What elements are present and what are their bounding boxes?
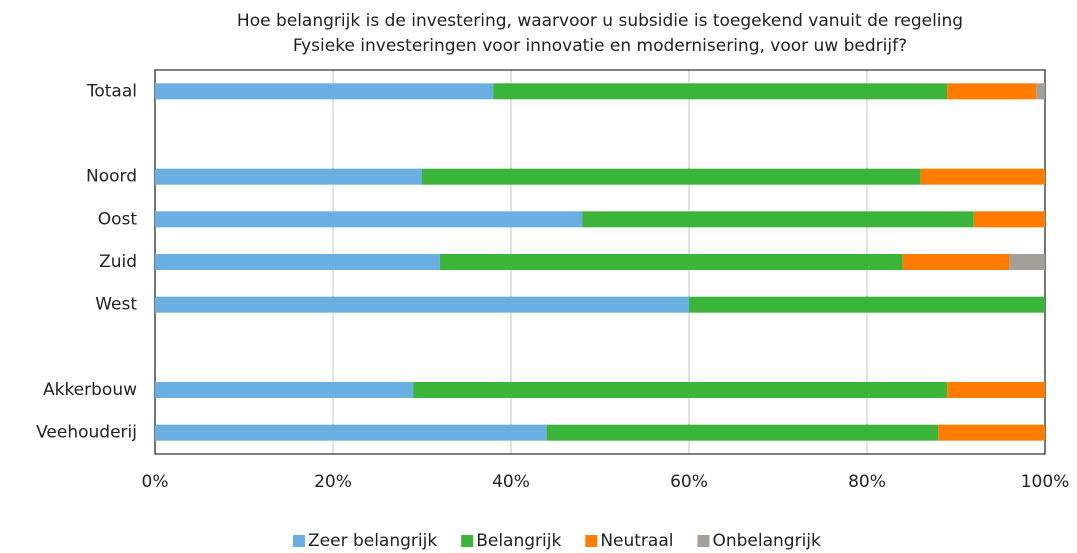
bar-segment <box>422 168 921 185</box>
bar-segment <box>689 296 1045 313</box>
bar-segment <box>902 254 1010 270</box>
legend-label: Neutraal <box>600 531 673 551</box>
y-tick-label: Totaal <box>86 81 137 101</box>
bar-segment <box>155 83 494 100</box>
bar-segment <box>439 254 903 270</box>
y-tick-label: Noord <box>86 167 137 187</box>
bar-segment <box>938 424 1045 441</box>
bar-segment <box>155 211 583 228</box>
bar-segment <box>947 382 1045 398</box>
legend-label: Onbelangrijk <box>712 531 821 551</box>
y-tick-label: Veehouderij <box>36 423 137 443</box>
legend-swatch <box>293 535 305 547</box>
bar-segment <box>155 424 547 441</box>
bar-segment <box>493 83 948 100</box>
y-tick-label: Akkerbouw <box>43 380 137 400</box>
bar-segment <box>973 211 1045 228</box>
x-tick-label: 40% <box>492 472 530 492</box>
x-tick-label: 80% <box>848 472 886 492</box>
legend-swatch <box>697 535 710 547</box>
x-tick-label: 0% <box>142 472 169 492</box>
bar-segment <box>1009 254 1045 270</box>
y-tick-label: West <box>95 295 137 315</box>
bar-segment <box>155 168 422 185</box>
legend-swatch <box>585 535 598 547</box>
chart-title: Hoe belangrijk is de investering, waarvo… <box>237 11 963 31</box>
legend-label: Belangrijk <box>476 531 561 551</box>
y-tick-label: Zuid <box>99 252 137 272</box>
x-tick-label: 60% <box>670 472 708 492</box>
x-tick-label: 20% <box>314 472 352 492</box>
legend-label: Zeer belangrijk <box>308 531 437 551</box>
bar-segment <box>413 382 948 398</box>
bar-segment <box>1036 83 1045 100</box>
bar-segment <box>546 424 939 441</box>
y-tick-label: Oost <box>98 209 138 229</box>
legend-swatch <box>461 535 474 547</box>
bar-segment <box>155 254 440 270</box>
bar-segment <box>947 83 1037 100</box>
x-tick-label: 100% <box>1021 472 1070 492</box>
bar-segment <box>920 168 1045 185</box>
bar-segment <box>155 382 414 398</box>
bar-segment <box>155 296 689 313</box>
bar-segment <box>582 211 974 228</box>
chart-title: Fysieke investeringen voor innovatie en … <box>293 36 907 56</box>
